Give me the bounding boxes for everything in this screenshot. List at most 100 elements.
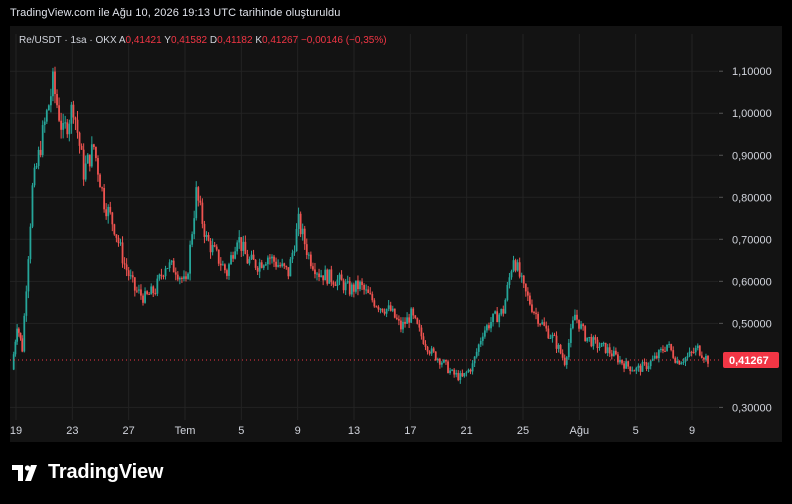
candle-body	[240, 237, 243, 251]
y-tick-label: 0,50000	[732, 318, 772, 330]
candle-body	[297, 213, 300, 229]
candle-body	[234, 251, 237, 259]
candle-body	[213, 245, 216, 247]
candle-body	[29, 226, 32, 260]
candle-body	[258, 262, 261, 272]
legend-symbol[interactable]: Re/USDT · 1sa · OKX	[19, 35, 117, 46]
candle-body	[674, 357, 677, 363]
candle-body	[287, 267, 290, 277]
ohlc-legend: Re/USDT · 1sa · OKX A0,41421 Y0,41582 D0…	[19, 35, 387, 46]
candle-body	[97, 158, 99, 175]
chart-snapshot-caption: TradingView.com ile Ağu 10, 2026 19:13 U…	[10, 7, 341, 19]
candle-body	[586, 337, 589, 342]
candle-body	[486, 325, 488, 331]
candle-body	[64, 122, 67, 124]
candle-body	[655, 355, 658, 359]
candle-body	[471, 363, 474, 372]
candle-body	[576, 314, 578, 320]
candle-body	[678, 360, 681, 365]
tradingview-brand[interactable]: TradingView	[12, 461, 163, 484]
candle-body	[594, 337, 597, 340]
last-price-label: 0,41267	[729, 355, 769, 367]
legend-open-value: 0,41421	[125, 35, 162, 46]
x-tick-label: 27	[123, 425, 135, 437]
x-tick-label: 5	[238, 425, 244, 437]
candle-body	[80, 145, 83, 150]
candle-body	[174, 272, 177, 275]
candle-body	[643, 362, 646, 364]
candle-body	[590, 337, 593, 347]
candle-body	[307, 254, 310, 256]
candle-body	[508, 277, 511, 285]
candle-body	[285, 265, 288, 268]
candle-body	[422, 336, 425, 345]
candle-body	[277, 265, 280, 267]
candle-body	[647, 366, 650, 369]
candle-body	[629, 366, 632, 371]
candle-body	[250, 254, 253, 260]
candle-body	[391, 308, 394, 311]
candle-body	[424, 344, 427, 347]
candle-body	[355, 280, 357, 292]
candle-body	[314, 269, 316, 275]
candle-body	[60, 120, 63, 130]
candle-body	[547, 328, 550, 339]
candle-body	[588, 337, 591, 339]
candle-body	[47, 105, 50, 111]
candle-body	[633, 370, 636, 372]
candle-body	[705, 355, 707, 360]
candle-body	[291, 252, 294, 260]
candle-body	[144, 291, 146, 303]
candle-body	[203, 223, 206, 237]
candle-body	[387, 305, 390, 309]
candle-body	[70, 104, 73, 124]
candle-body	[565, 357, 568, 365]
candle-body	[430, 348, 433, 354]
candle-body	[610, 353, 613, 357]
candle-body	[316, 273, 318, 275]
last-price-badge	[723, 352, 779, 369]
candle-body	[651, 358, 654, 361]
candle-body	[127, 270, 130, 276]
candle-body	[529, 295, 531, 305]
candle-body	[56, 94, 58, 106]
candle-body	[199, 200, 202, 203]
candle-body	[207, 235, 210, 241]
candle-body	[209, 240, 212, 253]
candle-body	[12, 354, 15, 370]
candle-body	[686, 356, 689, 358]
candle-body	[418, 323, 421, 328]
candle-body	[39, 149, 42, 155]
candle-body	[88, 154, 91, 167]
candle-body	[146, 291, 149, 294]
candle-body	[443, 359, 445, 363]
candle-body	[172, 260, 175, 273]
candle-body	[154, 293, 157, 295]
candle-body	[332, 282, 335, 285]
candle-body	[176, 274, 179, 280]
candle-body	[561, 353, 564, 358]
candle-body	[412, 308, 415, 316]
candle-body	[236, 242, 239, 252]
x-tick-label: 17	[404, 425, 416, 437]
candle-body	[694, 348, 697, 353]
candle-body	[242, 241, 245, 251]
candle-body	[375, 306, 378, 308]
x-tick-label: 9	[689, 425, 695, 437]
grid	[10, 34, 718, 420]
candle-body	[408, 317, 411, 323]
candle-body	[164, 268, 167, 277]
candle-body	[365, 289, 368, 291]
candle-body	[217, 249, 220, 264]
candle-body	[248, 259, 251, 264]
candle-body	[131, 275, 134, 278]
candle-body	[612, 350, 615, 357]
candle-body	[160, 274, 163, 276]
candle-body	[320, 275, 323, 277]
chart-panel[interactable]	[10, 26, 782, 442]
x-tick-label: 13	[348, 425, 360, 437]
candle-body	[260, 262, 263, 268]
candle-body	[614, 350, 617, 355]
candle-body	[668, 344, 671, 346]
